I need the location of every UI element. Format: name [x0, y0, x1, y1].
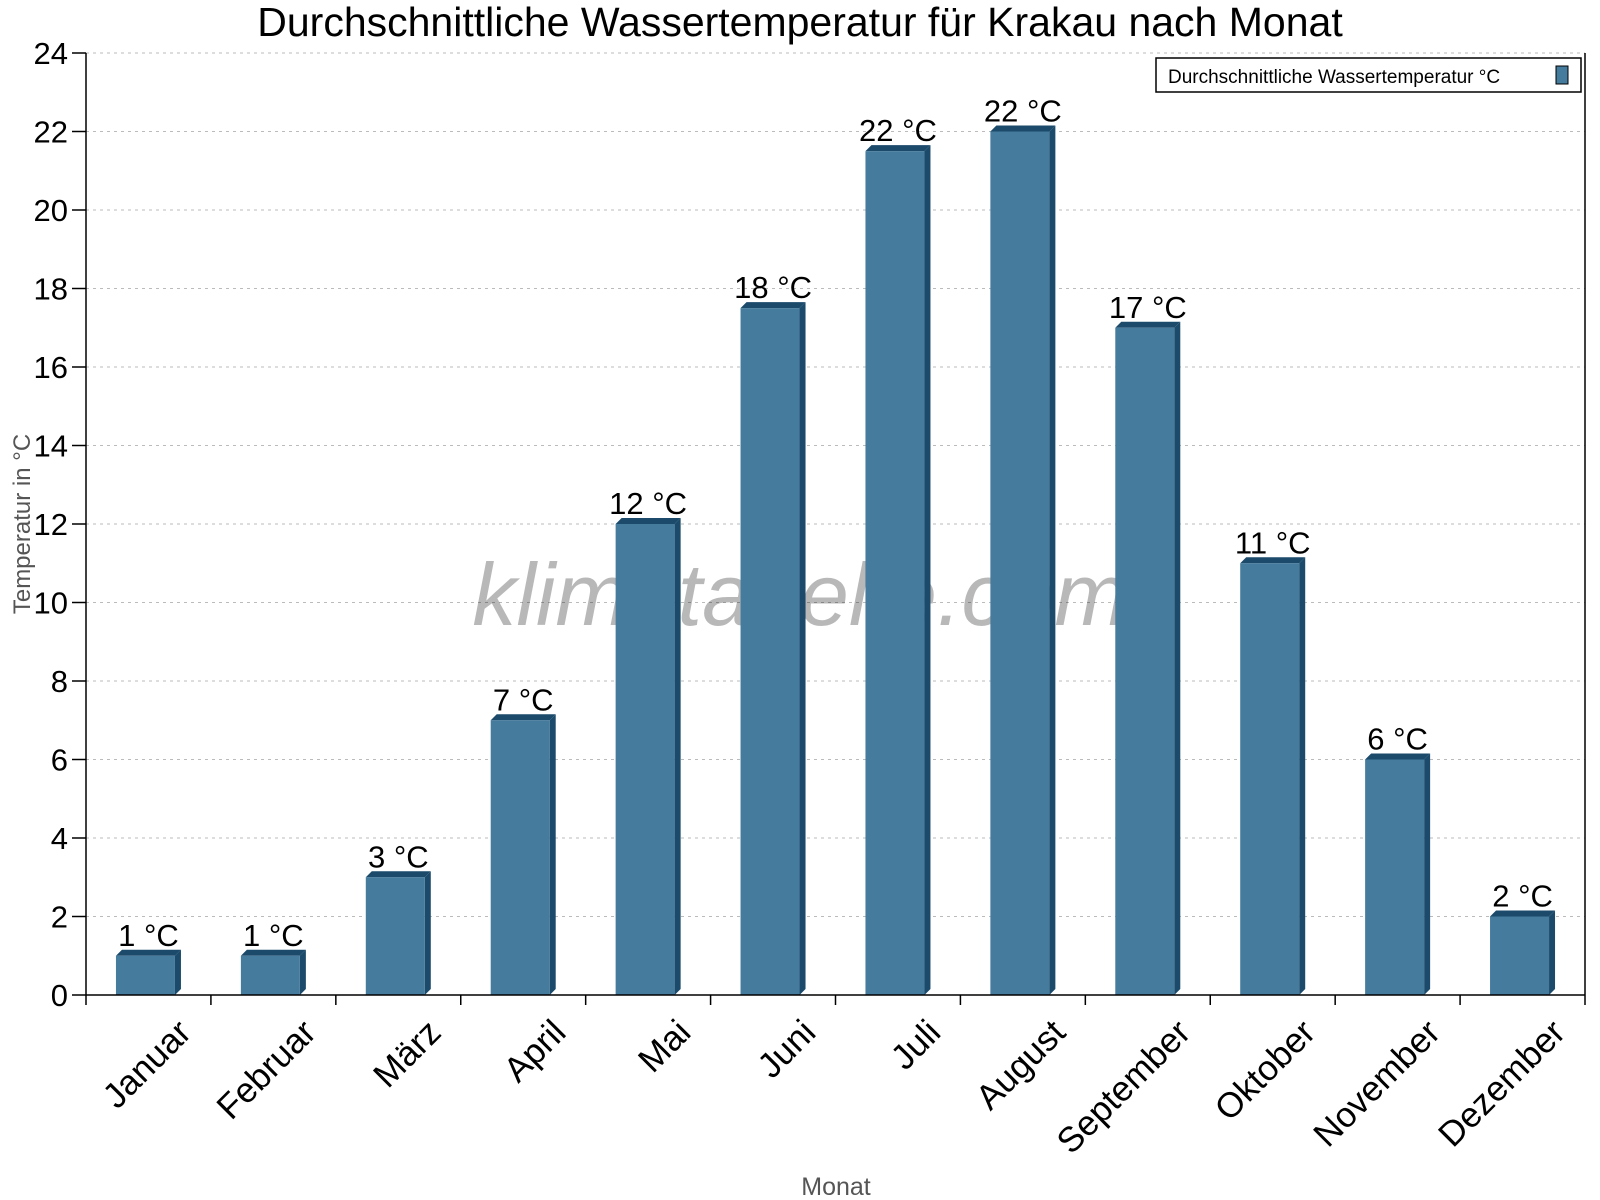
y-tick-label: 18 — [34, 272, 68, 307]
y-tick-label: 8 — [51, 664, 68, 699]
bar — [240, 955, 300, 995]
x-tick-label: April — [496, 1013, 573, 1090]
bar-top — [740, 302, 806, 309]
bar — [365, 877, 425, 995]
bars: 1 °C 1 °C 3 °C 7 °C 12 °C 18 °C 22 °C 22 °C 17 °… — [115, 94, 1556, 995]
bar — [1490, 916, 1550, 995]
bar-side — [1424, 753, 1431, 995]
bar-group: 18 °C — [734, 270, 812, 995]
bar — [1365, 759, 1425, 995]
data-label: 18 °C — [734, 270, 812, 305]
data-label: 3 °C — [368, 839, 429, 874]
y-tick-label: 2 — [51, 900, 68, 935]
bar-group: 17 °C — [1109, 290, 1187, 995]
data-label: 1 °C — [243, 918, 304, 953]
bar-group: 6 °C — [1365, 722, 1431, 995]
bar-group: 1 °C — [240, 918, 306, 995]
data-label: 11 °C — [1235, 525, 1311, 560]
y-tick-label: 14 — [34, 429, 68, 464]
bar-side — [1299, 557, 1306, 995]
x-tick-label: August — [968, 1012, 1073, 1117]
bar-group: 1 °C — [115, 918, 181, 995]
bar-side — [549, 714, 556, 995]
legend-swatch — [1555, 65, 1569, 85]
data-label: 2 °C — [1492, 879, 1553, 914]
bar — [115, 955, 175, 995]
bar-top — [365, 871, 431, 878]
bar-group: 3 °C — [365, 839, 431, 995]
x-tick-label: November — [1306, 1012, 1448, 1154]
y-axis-label: Temperatur in °C — [9, 434, 36, 614]
bar-group: 12 °C — [609, 486, 687, 995]
bar-side — [924, 145, 931, 995]
data-label: 22 °C — [984, 94, 1062, 129]
bar-side — [799, 302, 806, 995]
y-tick-label: 24 — [34, 36, 68, 71]
bar — [990, 131, 1050, 995]
x-tick-label: September — [1049, 1012, 1198, 1161]
y-tick-label: 6 — [51, 743, 68, 778]
bar-side — [424, 871, 431, 995]
bar — [490, 720, 550, 995]
bar-top — [865, 145, 931, 152]
bar — [865, 151, 925, 995]
bar-top — [490, 714, 556, 721]
bar — [740, 308, 800, 995]
x-tick-label: Dezember — [1431, 1012, 1573, 1154]
bar-group: 11 °C — [1235, 525, 1311, 995]
bar-top — [990, 125, 1056, 132]
chart-title: Durchschnittliche Wassertemperatur für K… — [257, 0, 1343, 45]
x-tick-label: Juli — [883, 1013, 948, 1078]
x-tick-label: März — [366, 1013, 449, 1096]
bar-top — [615, 518, 681, 524]
bar-side — [1174, 321, 1181, 995]
x-tick-label: Februar — [209, 1012, 323, 1126]
y-tick-label: 10 — [34, 586, 68, 621]
bar — [615, 524, 675, 995]
legend-box — [1155, 57, 1582, 93]
x-tick-label: Juni — [750, 1013, 823, 1086]
y-tick-label: 22 — [34, 115, 68, 150]
data-label: 7 °C — [493, 682, 554, 717]
bar-side — [1549, 910, 1556, 995]
gridlines — [86, 52, 1585, 917]
x-tick-label: Oktober — [1207, 1012, 1323, 1128]
data-label: 1 °C — [118, 918, 179, 953]
bar-top — [115, 949, 181, 956]
data-label: 22 °C — [859, 113, 937, 148]
data-label: 6 °C — [1367, 722, 1428, 757]
x-tick-label: Januar — [95, 1012, 198, 1115]
legend: Durchschnittliche Wassertemperatur °C — [1155, 57, 1582, 93]
bar-top — [240, 949, 306, 956]
bar-group: 7 °C — [490, 682, 556, 995]
bar-side — [299, 949, 306, 995]
y-tick-label: 12 — [34, 507, 68, 542]
x-axis-label: Monat — [801, 1173, 871, 1200]
bar-group: 2 °C — [1490, 879, 1556, 995]
bar-top — [1365, 753, 1431, 760]
data-label: 12 °C — [609, 486, 687, 521]
bar-side — [674, 518, 681, 995]
bar-side — [174, 949, 181, 995]
y-tick-label: 20 — [34, 193, 68, 228]
data-label: 17 °C — [1109, 290, 1187, 325]
bar-group: 22 °C — [984, 94, 1062, 995]
y-tick-label: 4 — [51, 821, 68, 856]
bar-top — [1240, 557, 1306, 564]
y-tick-label: 16 — [34, 350, 68, 385]
bar-top — [1490, 910, 1556, 917]
bar-group: 22 °C — [859, 113, 937, 995]
bar — [1115, 327, 1175, 995]
legend-label: Durchschnittliche Wassertemperatur °C — [1168, 67, 1500, 88]
bar-top — [1115, 321, 1181, 328]
x-tick-label: Mai — [631, 1013, 698, 1080]
y-tick-label: 0 — [51, 978, 68, 1013]
bar — [1240, 563, 1300, 995]
bar-side — [1049, 125, 1056, 995]
